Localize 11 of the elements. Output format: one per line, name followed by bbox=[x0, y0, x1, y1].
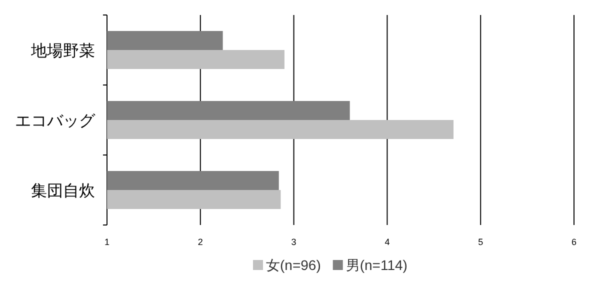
y-tick-label: 集団自炊 bbox=[31, 182, 95, 200]
y-tick-label: 地場野菜 bbox=[30, 42, 95, 60]
x-tick-label: 5 bbox=[478, 237, 484, 247]
x-tick-label: 3 bbox=[291, 237, 296, 247]
x-tick-label: 2 bbox=[198, 237, 203, 247]
y-tick-label: エコバッグ bbox=[15, 113, 96, 130]
x-tick-label: 1 bbox=[104, 237, 110, 247]
x-tick-label: 6 bbox=[571, 237, 577, 247]
legend-label: 女(n=96) bbox=[266, 257, 321, 273]
legend-label: 男(n=114) bbox=[346, 257, 408, 273]
x-tick-label: 4 bbox=[384, 237, 390, 247]
